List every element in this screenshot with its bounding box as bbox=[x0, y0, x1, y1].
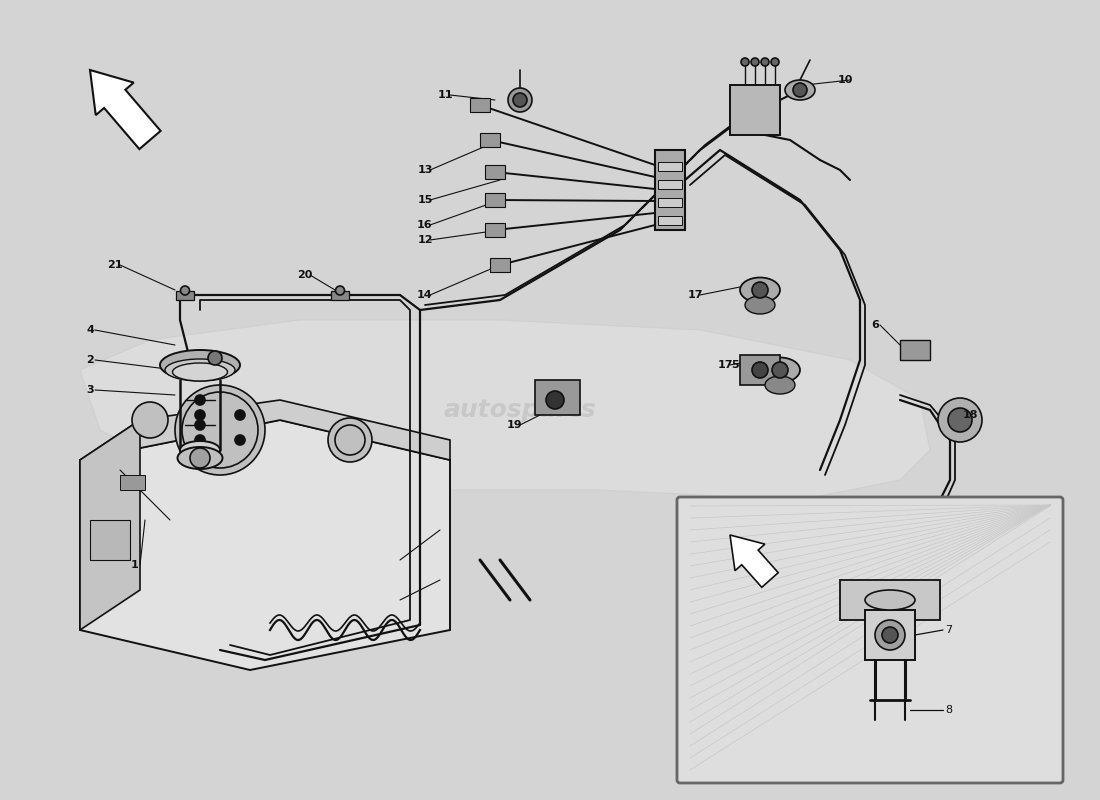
Text: 5: 5 bbox=[732, 360, 739, 370]
Bar bbox=[740, 355, 780, 385]
Bar bbox=[490, 258, 510, 272]
Bar bbox=[176, 290, 194, 299]
Circle shape bbox=[208, 351, 222, 365]
Circle shape bbox=[195, 420, 205, 430]
FancyArrow shape bbox=[730, 535, 778, 587]
Text: 2: 2 bbox=[86, 355, 94, 365]
Text: 4: 4 bbox=[86, 325, 94, 335]
Text: 6: 6 bbox=[871, 320, 879, 330]
Bar bbox=[658, 162, 682, 171]
Text: 12: 12 bbox=[417, 235, 432, 245]
Text: 11: 11 bbox=[438, 90, 453, 100]
Bar bbox=[480, 133, 501, 147]
Ellipse shape bbox=[180, 441, 220, 459]
Circle shape bbox=[195, 435, 205, 445]
Circle shape bbox=[752, 362, 768, 378]
Circle shape bbox=[132, 402, 168, 438]
Polygon shape bbox=[80, 420, 140, 630]
Bar bbox=[658, 216, 682, 225]
Bar bbox=[485, 223, 505, 237]
Bar bbox=[865, 610, 915, 660]
Polygon shape bbox=[80, 320, 930, 500]
Circle shape bbox=[190, 448, 210, 468]
Text: 19: 19 bbox=[507, 420, 522, 430]
Bar bbox=[485, 193, 505, 207]
Ellipse shape bbox=[760, 358, 800, 382]
Text: 14: 14 bbox=[417, 290, 432, 300]
Bar bbox=[840, 580, 940, 620]
Text: 7: 7 bbox=[945, 625, 953, 635]
Circle shape bbox=[874, 620, 905, 650]
Circle shape bbox=[513, 93, 527, 107]
Polygon shape bbox=[80, 400, 450, 460]
Text: 18: 18 bbox=[962, 410, 978, 420]
Circle shape bbox=[175, 385, 265, 475]
Text: 13: 13 bbox=[417, 165, 432, 175]
Text: autosparts: autosparts bbox=[443, 398, 596, 422]
Ellipse shape bbox=[177, 447, 222, 469]
Text: 16: 16 bbox=[417, 220, 432, 230]
Circle shape bbox=[180, 286, 189, 295]
Circle shape bbox=[772, 362, 788, 378]
Circle shape bbox=[751, 58, 759, 66]
Circle shape bbox=[938, 398, 982, 442]
Circle shape bbox=[882, 627, 898, 643]
Ellipse shape bbox=[745, 296, 776, 314]
FancyBboxPatch shape bbox=[676, 497, 1063, 783]
Text: 3: 3 bbox=[86, 385, 94, 395]
Text: 17: 17 bbox=[688, 290, 703, 300]
Bar bbox=[730, 85, 780, 135]
Bar bbox=[331, 290, 349, 299]
Circle shape bbox=[546, 391, 564, 409]
Circle shape bbox=[336, 286, 344, 295]
Ellipse shape bbox=[865, 590, 915, 610]
Text: 15: 15 bbox=[417, 195, 432, 205]
Circle shape bbox=[195, 395, 205, 405]
Ellipse shape bbox=[165, 359, 235, 381]
Bar bbox=[90, 520, 130, 560]
Bar bbox=[535, 380, 580, 415]
Circle shape bbox=[235, 410, 245, 420]
Ellipse shape bbox=[764, 376, 795, 394]
Circle shape bbox=[948, 408, 972, 432]
Text: 8: 8 bbox=[945, 705, 953, 715]
Circle shape bbox=[235, 435, 245, 445]
Text: 21: 21 bbox=[108, 260, 123, 270]
Text: 10: 10 bbox=[837, 75, 852, 85]
Bar bbox=[658, 180, 682, 189]
Circle shape bbox=[741, 58, 749, 66]
Circle shape bbox=[771, 58, 779, 66]
Text: 20: 20 bbox=[297, 270, 312, 280]
Polygon shape bbox=[80, 420, 450, 670]
Ellipse shape bbox=[785, 80, 815, 100]
Ellipse shape bbox=[160, 350, 240, 380]
Text: 1: 1 bbox=[131, 560, 139, 570]
Circle shape bbox=[328, 418, 372, 462]
Circle shape bbox=[195, 410, 205, 420]
Ellipse shape bbox=[173, 363, 228, 381]
Ellipse shape bbox=[740, 278, 780, 302]
Circle shape bbox=[793, 83, 807, 97]
Bar bbox=[485, 165, 505, 179]
Bar bbox=[470, 98, 490, 112]
FancyArrow shape bbox=[90, 70, 161, 149]
Bar bbox=[900, 340, 930, 360]
Circle shape bbox=[752, 282, 768, 298]
Bar bbox=[654, 150, 685, 230]
Bar bbox=[120, 475, 145, 490]
Circle shape bbox=[508, 88, 532, 112]
Circle shape bbox=[761, 58, 769, 66]
Bar bbox=[658, 198, 682, 207]
Text: 17: 17 bbox=[717, 360, 733, 370]
